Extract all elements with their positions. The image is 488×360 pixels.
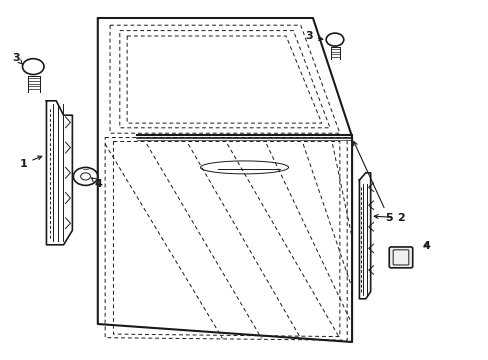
Text: 4: 4 xyxy=(422,240,429,251)
FancyBboxPatch shape xyxy=(388,247,412,268)
Text: 5: 5 xyxy=(353,141,392,223)
Text: 4: 4 xyxy=(91,178,102,189)
Text: 2: 2 xyxy=(373,213,404,223)
Text: 3: 3 xyxy=(12,53,23,64)
Text: 3: 3 xyxy=(305,31,322,41)
Text: 1: 1 xyxy=(20,156,41,169)
